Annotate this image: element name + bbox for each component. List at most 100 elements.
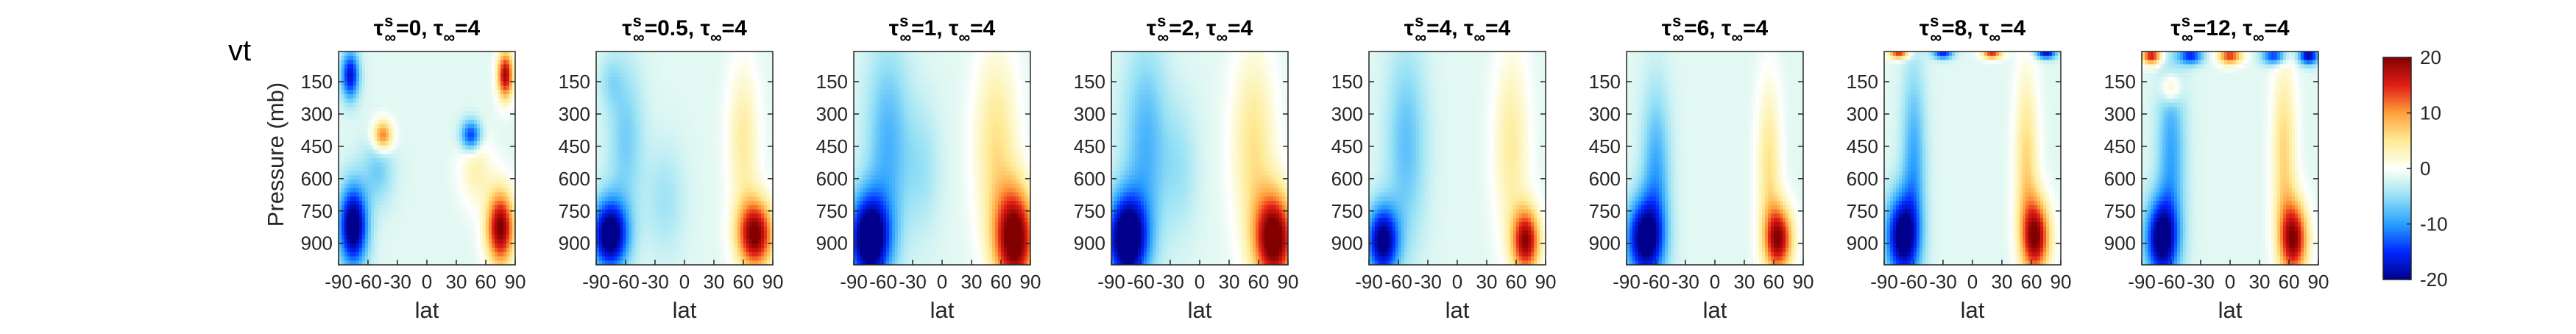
heatmap-cell <box>347 81 351 86</box>
heatmap-cell <box>623 102 626 107</box>
heatmap-cell <box>500 60 504 65</box>
heatmap-cell <box>365 102 369 107</box>
heatmap-cell <box>498 90 501 95</box>
heatmap-cell <box>409 119 413 125</box>
heatmap-cell <box>415 188 419 193</box>
heatmap-cell <box>626 166 629 171</box>
heatmap-cell <box>506 128 510 133</box>
heatmap-cell <box>509 166 513 171</box>
heatmap-cell <box>696 119 700 125</box>
heatmap-cell <box>480 137 484 142</box>
heatmap-cell <box>684 175 688 180</box>
heatmap-cell <box>506 51 510 57</box>
heatmap-cell <box>646 162 650 168</box>
heatmap-cell <box>459 128 463 133</box>
heatmap-cell <box>611 145 615 150</box>
heatmap-cell <box>371 247 375 253</box>
heatmap-cell <box>362 252 366 257</box>
heatmap-cell <box>684 226 688 232</box>
heatmap-cell <box>617 213 620 218</box>
heatmap-cell <box>421 247 425 253</box>
heatmap-cell <box>465 60 469 65</box>
heatmap-cell <box>640 64 644 69</box>
heatmap-cell <box>664 145 668 150</box>
heatmap-cell <box>374 154 378 159</box>
heatmap-cell <box>599 226 603 232</box>
heatmap-cell <box>447 252 451 257</box>
heatmap-cell <box>406 107 410 112</box>
heatmap-cell <box>599 94 603 99</box>
heatmap-cell <box>599 196 603 202</box>
heatmap-cell <box>430 85 434 90</box>
heatmap-cell <box>374 55 378 61</box>
heatmap-cell <box>459 175 463 180</box>
heatmap-cell <box>679 116 682 121</box>
heatmap-cell <box>471 218 475 223</box>
heatmap-cell <box>374 260 378 265</box>
heatmap-cell <box>696 171 700 176</box>
heatmap-cell <box>403 213 407 218</box>
heatmap-cell <box>705 64 709 69</box>
heatmap-cell <box>679 158 682 163</box>
heatmap-cell <box>403 175 407 180</box>
heatmap-cell <box>418 128 422 133</box>
heatmap-cell <box>445 218 448 223</box>
heatmap-cell <box>486 145 489 150</box>
heatmap-cell <box>418 252 422 257</box>
heatmap-cell <box>436 102 439 107</box>
heatmap-cell <box>658 239 662 244</box>
heatmap-cell <box>679 260 682 265</box>
heatmap-cell <box>693 64 697 69</box>
heatmap-cell <box>447 90 451 95</box>
heatmap-cell <box>676 162 679 168</box>
heatmap-cell <box>664 183 668 189</box>
heatmap-cell <box>503 239 507 244</box>
heatmap-cell <box>708 64 712 69</box>
heatmap-cell <box>489 213 492 218</box>
heatmap-cell <box>655 60 659 65</box>
heatmap-cell <box>365 196 369 202</box>
heatmap-cell <box>430 94 434 99</box>
heatmap-cell <box>347 107 351 112</box>
heatmap-cell <box>347 247 351 253</box>
heatmap-cell <box>362 230 366 235</box>
heatmap-cell <box>447 196 451 202</box>
heatmap-cell <box>667 94 670 99</box>
heatmap-cell <box>433 218 436 223</box>
heatmap-cell <box>670 128 673 133</box>
heatmap-cell <box>640 222 644 227</box>
heatmap-cell <box>397 158 401 163</box>
heatmap-cell <box>353 81 357 86</box>
heatmap-cell <box>679 256 682 261</box>
heatmap-cell <box>418 85 422 90</box>
heatmap-cell <box>427 252 431 257</box>
heatmap-cell <box>409 81 413 86</box>
heatmap-cell <box>362 209 366 214</box>
heatmap-cell <box>374 175 378 180</box>
heatmap-cell <box>667 183 670 189</box>
heatmap-cell <box>631 239 635 244</box>
heatmap-cell <box>392 230 395 235</box>
heatmap-cell <box>509 141 513 146</box>
heatmap-cell <box>634 81 638 86</box>
heatmap-cell <box>380 145 383 150</box>
heatmap-cell <box>339 116 342 121</box>
heatmap-cell <box>631 222 635 227</box>
heatmap-cell <box>468 180 472 185</box>
heatmap-cell <box>350 90 354 95</box>
heatmap-cell <box>498 244 501 249</box>
heatmap-cell <box>629 107 632 112</box>
heatmap-cell <box>350 218 354 223</box>
heatmap-cell <box>646 158 650 163</box>
heatmap-cell <box>652 90 656 95</box>
heatmap-cell <box>500 132 504 138</box>
heatmap-cell <box>353 230 357 235</box>
heatmap-cell <box>617 260 620 265</box>
heatmap-cell <box>489 260 492 265</box>
heatmap-cell <box>386 183 389 189</box>
heatmap-cell <box>611 235 615 240</box>
heatmap-cell <box>371 205 375 210</box>
heatmap-cell <box>605 183 609 189</box>
heatmap-cell <box>655 90 659 95</box>
heatmap-cell <box>477 239 481 244</box>
